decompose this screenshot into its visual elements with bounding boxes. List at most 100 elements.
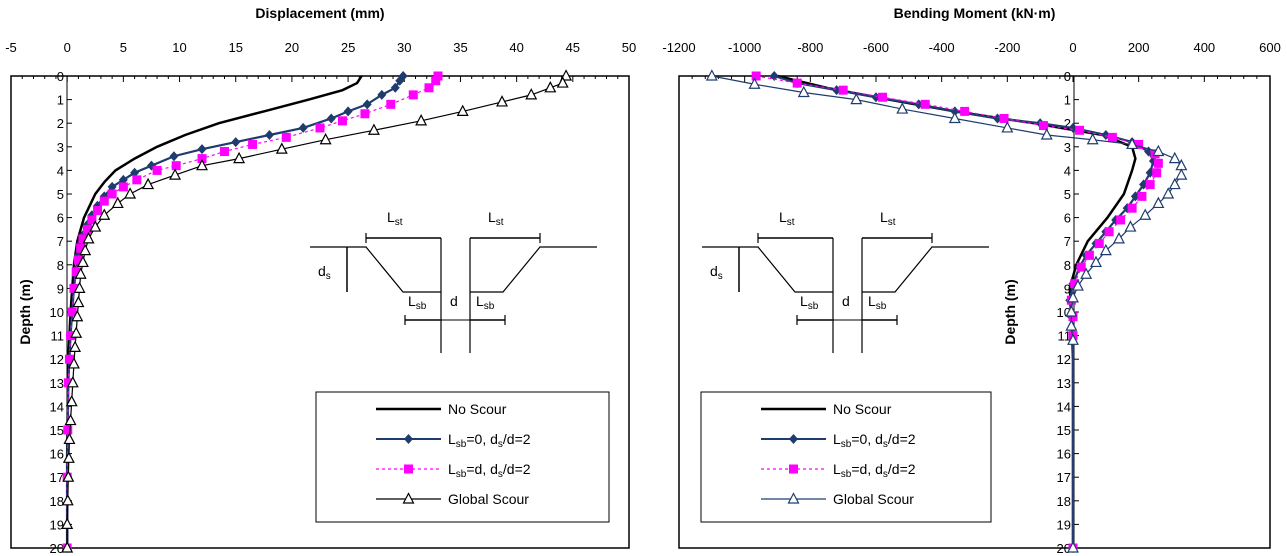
square-marker bbox=[73, 255, 83, 265]
triangle-marker bbox=[1152, 144, 1165, 157]
y-tick-label: 19 bbox=[50, 517, 64, 532]
square-marker bbox=[878, 92, 888, 102]
series-2 bbox=[62, 71, 443, 553]
x-tick-label: 0 bbox=[64, 40, 71, 55]
triangle-marker bbox=[1139, 208, 1152, 220]
diamond-marker bbox=[118, 174, 128, 185]
diamond-marker bbox=[326, 113, 336, 124]
square-marker bbox=[1153, 158, 1163, 168]
square-marker bbox=[1152, 168, 1162, 178]
triangle-marker bbox=[1040, 128, 1053, 140]
diagram-label: Lst bbox=[488, 209, 504, 228]
legend-box bbox=[700, 391, 992, 523]
legend-label: Lsb=d, ds/d=2 bbox=[448, 461, 531, 480]
scour-profile-right bbox=[470, 246, 597, 293]
triangle-marker bbox=[1067, 333, 1079, 345]
triangle-marker bbox=[525, 88, 538, 100]
triangle-marker bbox=[76, 255, 89, 268]
x-tick-label: 15 bbox=[228, 40, 242, 55]
triangle-marker bbox=[496, 95, 509, 107]
triangle-marker bbox=[169, 168, 182, 180]
x-tick-label: 200 bbox=[1128, 40, 1150, 55]
square-marker bbox=[93, 206, 103, 216]
square-marker bbox=[281, 132, 291, 142]
legend-label: Lsb=d, ds/d=2 bbox=[833, 461, 916, 480]
y-tick-label: 5 bbox=[57, 187, 64, 202]
y-tick-label: 19 bbox=[1057, 517, 1071, 532]
diamond-marker bbox=[298, 122, 308, 133]
square-marker bbox=[337, 116, 347, 126]
x-tick-label: -5 bbox=[5, 40, 17, 55]
series-3 bbox=[61, 69, 573, 553]
diamond-marker bbox=[197, 144, 207, 155]
triangle-marker bbox=[89, 220, 102, 232]
triangle-marker bbox=[560, 69, 573, 81]
square-marker bbox=[1107, 132, 1117, 142]
y-tick-label: 14 bbox=[1057, 399, 1071, 414]
triangle-marker bbox=[1067, 541, 1079, 553]
y-tick-label: 4 bbox=[57, 163, 64, 178]
diagram-label: Lst bbox=[880, 209, 896, 228]
triangle-marker bbox=[65, 394, 78, 407]
y-tick-label: 8 bbox=[57, 258, 64, 273]
diamond-marker bbox=[169, 151, 179, 162]
legend-label: Lsb=0, ds/d=2 bbox=[448, 431, 531, 450]
square-marker bbox=[82, 224, 92, 234]
legend-label: Global Scour bbox=[833, 491, 914, 507]
triangle-marker bbox=[1086, 132, 1099, 145]
y-tick-label: 18 bbox=[1057, 494, 1071, 509]
legend-label: Global Scour bbox=[448, 491, 529, 507]
diagram-label: Lsb bbox=[408, 293, 427, 312]
triangle-marker bbox=[1168, 151, 1181, 164]
square-marker bbox=[1038, 121, 1048, 131]
square-marker bbox=[1076, 262, 1086, 272]
plot-area bbox=[678, 75, 1271, 549]
y-tick-label: 16 bbox=[1057, 447, 1071, 462]
square-marker bbox=[66, 331, 76, 341]
triangle-marker bbox=[70, 326, 83, 338]
triangle-marker bbox=[61, 494, 74, 506]
square-marker bbox=[386, 99, 396, 109]
triangle-marker bbox=[73, 281, 86, 293]
triangle-marker bbox=[82, 232, 95, 244]
y-tick-label: 9 bbox=[1064, 281, 1071, 296]
square-marker bbox=[999, 113, 1009, 123]
legend-label: Lsb=0, ds/d=2 bbox=[833, 431, 916, 450]
triangle-marker bbox=[319, 132, 332, 145]
triangle-marker bbox=[142, 177, 155, 190]
square-marker bbox=[404, 464, 413, 474]
legend-label: No Scour bbox=[448, 401, 507, 417]
triangle-marker bbox=[1099, 243, 1112, 256]
triangle-marker bbox=[556, 76, 569, 88]
square-marker bbox=[1068, 312, 1078, 322]
triangle-marker bbox=[61, 541, 74, 553]
square-marker bbox=[1116, 215, 1126, 225]
diamond-marker bbox=[362, 99, 372, 110]
diamond-marker bbox=[404, 434, 413, 444]
triangle-marker bbox=[1067, 291, 1079, 303]
diamond-marker bbox=[107, 181, 117, 192]
x-tick-label: 30 bbox=[397, 40, 411, 55]
square-marker bbox=[960, 106, 970, 116]
square-marker bbox=[789, 464, 798, 474]
triangle-marker bbox=[63, 432, 76, 445]
x-tick-label: 45 bbox=[566, 40, 580, 55]
square-marker bbox=[1075, 125, 1085, 135]
diagram-label: Lst bbox=[779, 209, 795, 228]
triangle-marker bbox=[72, 295, 85, 308]
square-marker bbox=[248, 139, 258, 149]
square-marker bbox=[1104, 227, 1114, 237]
x-tick-label: 5 bbox=[120, 40, 127, 55]
square-marker bbox=[171, 161, 181, 171]
scour-profile-left bbox=[310, 246, 441, 293]
triangle-marker bbox=[1162, 187, 1175, 199]
y-tick-label: 7 bbox=[57, 234, 64, 249]
chart-1: Bending Moment (kN·m) -1200 -1000 -800 -600 -… bbox=[662, 5, 1280, 556]
square-marker bbox=[107, 189, 117, 199]
square-marker bbox=[1134, 139, 1144, 149]
x-tick-label: -600 bbox=[863, 40, 889, 55]
y-tick-label: 20 bbox=[50, 541, 64, 556]
triangle-marker bbox=[748, 77, 761, 89]
square-marker bbox=[64, 354, 74, 364]
square-marker bbox=[118, 182, 128, 192]
